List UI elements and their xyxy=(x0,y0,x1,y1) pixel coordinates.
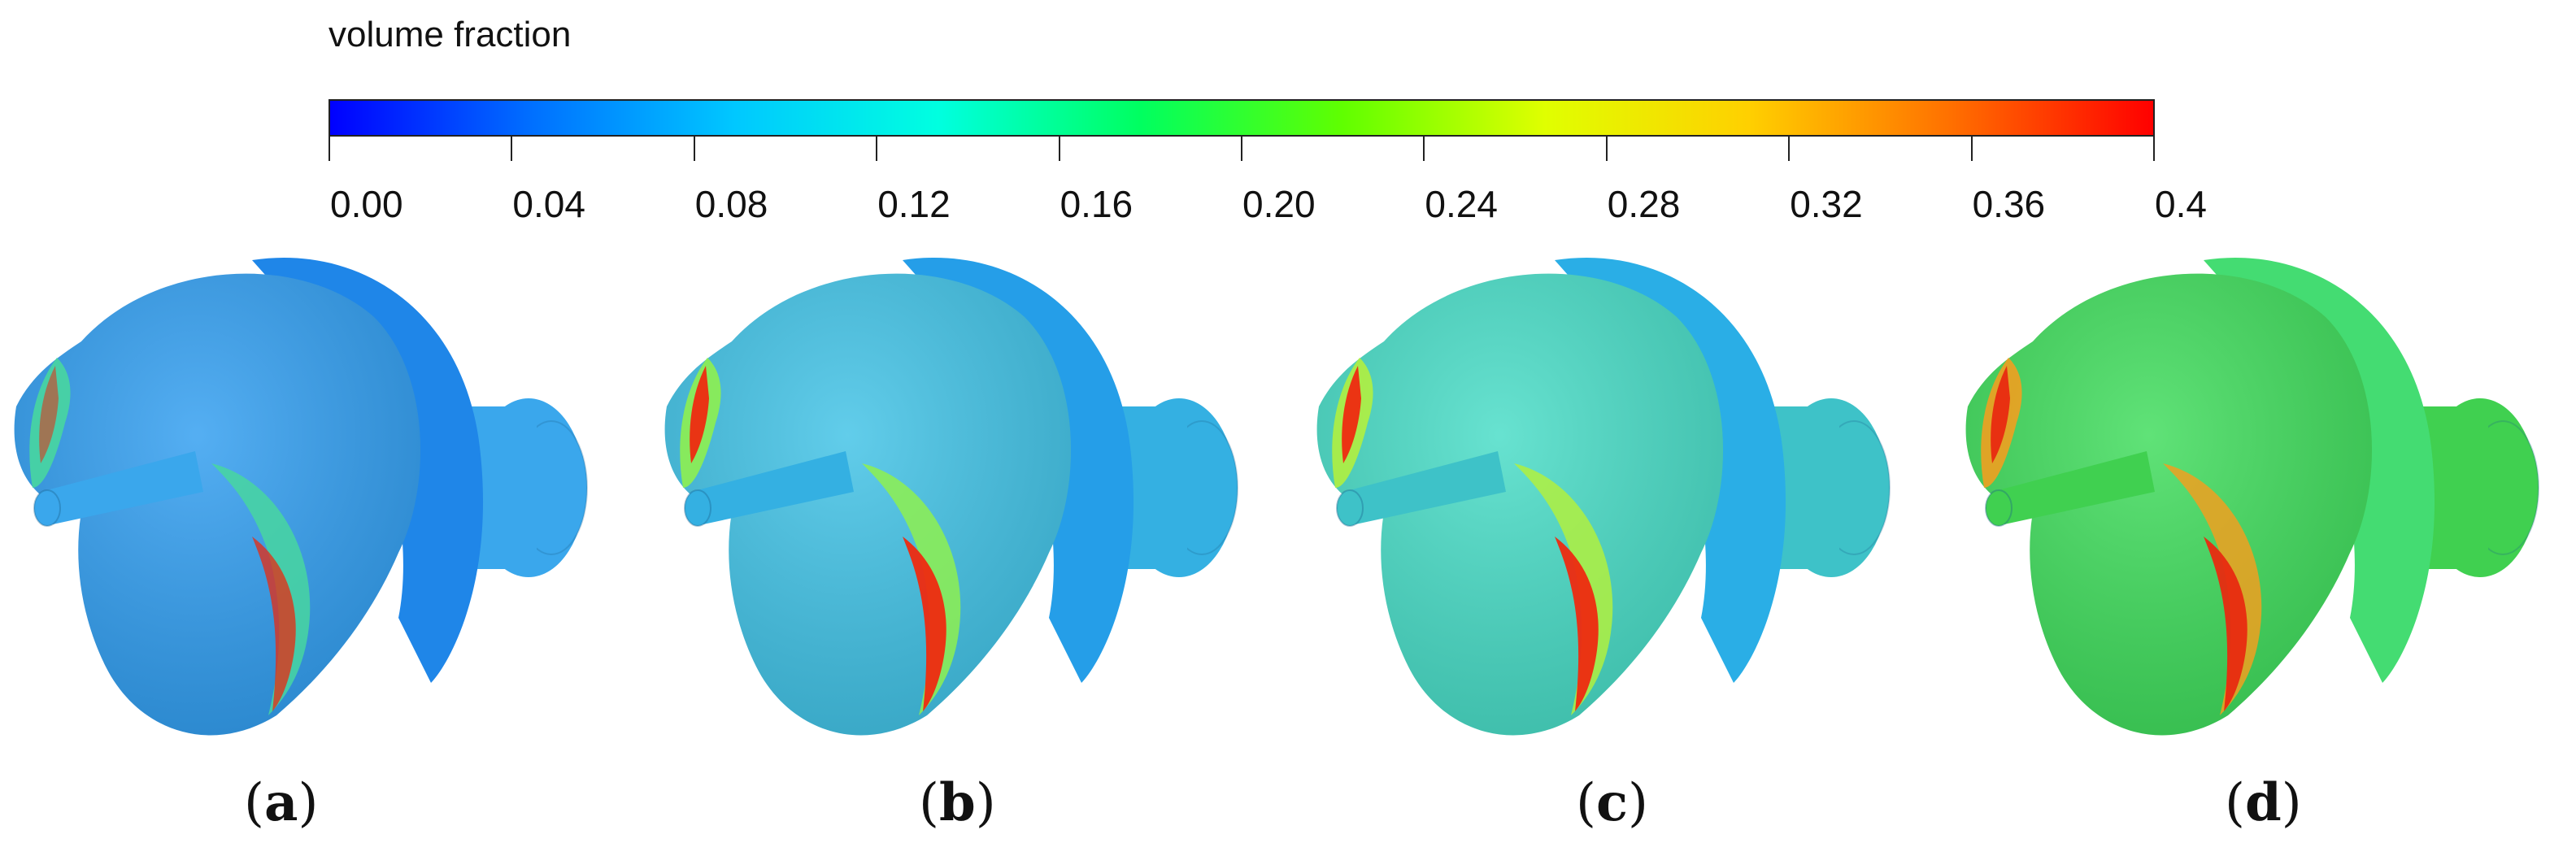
inducer-drawing xyxy=(1316,257,1891,736)
colorbar-tick-label: 0.20 xyxy=(1242,183,1316,225)
inducer-drawing xyxy=(664,257,1238,736)
shaft xyxy=(691,451,854,524)
colorbar-tick xyxy=(1058,137,1060,161)
colorbar-tick xyxy=(2153,137,2155,161)
rear-blade xyxy=(2204,257,2435,683)
colorbar-tick xyxy=(693,137,695,161)
shaft-tip xyxy=(33,489,61,527)
colorbar-tick-label: 0.12 xyxy=(877,183,951,225)
leading-edge-cavity xyxy=(39,366,59,463)
colorbar-tick-label: 0.28 xyxy=(1607,183,1681,225)
colorbar-tick xyxy=(1605,137,1608,161)
leading-edge-cavity xyxy=(1991,366,2010,463)
shaft xyxy=(1992,451,2155,524)
cavity-core xyxy=(903,537,946,711)
rear-blade xyxy=(252,257,484,683)
colorbar-tick-label: 0.00 xyxy=(330,183,403,225)
inducer-panel-d xyxy=(1960,244,2576,780)
shaft-tip xyxy=(1985,489,2012,527)
blade-shading xyxy=(1316,273,1724,736)
colorbar-tick-label: 0.4 xyxy=(2155,183,2207,225)
blade-shading xyxy=(664,273,1072,736)
rear-blade xyxy=(903,257,1134,683)
panel-label-d: (d) xyxy=(2225,772,2302,833)
panel-label-a: (a) xyxy=(244,772,319,833)
cavity-core xyxy=(2204,537,2247,711)
colorbar-tick xyxy=(511,137,513,161)
cavity-core xyxy=(252,537,296,711)
colorbar xyxy=(329,99,2155,137)
leading-edge-cavity xyxy=(1342,366,1361,463)
inducer-panel-a xyxy=(8,244,652,780)
panel-label-b: (b) xyxy=(919,772,996,833)
rear-blade xyxy=(1555,257,1786,683)
colorbar-tick-label: 0.24 xyxy=(1425,183,1498,225)
cavity-core xyxy=(1555,537,1599,711)
colorbar-tick xyxy=(1788,137,1791,161)
blade-shading xyxy=(14,273,421,736)
shaft-tip xyxy=(684,489,711,527)
inducer-panel-b xyxy=(659,244,1303,780)
colorbar-tick-label: 0.16 xyxy=(1060,183,1134,225)
inducer-drawing xyxy=(1965,257,2539,736)
colorbar-tick-label: 0.36 xyxy=(1972,183,2046,225)
colorbar-tick xyxy=(1970,137,1973,161)
shaft xyxy=(41,451,203,524)
shaft-tip xyxy=(1336,489,1364,527)
leading-edge-cavity xyxy=(690,366,709,463)
inducer-panel-c xyxy=(1311,244,1955,780)
colorbar-title: volume fraction xyxy=(329,15,572,54)
colorbar-tick xyxy=(1241,137,1242,161)
colorbar-tick-label: 0.04 xyxy=(512,183,585,225)
panel-label-c: (c) xyxy=(1576,772,1648,833)
colorbar-tick-label: 0.32 xyxy=(1790,183,1863,225)
blade-shading xyxy=(1965,273,2373,736)
colorbar-tick xyxy=(1423,137,1425,161)
shaft xyxy=(1343,451,1506,524)
colorbar-tick xyxy=(876,137,878,161)
colorbar-tick-label: 0.08 xyxy=(694,183,768,225)
colorbar-tick xyxy=(329,137,330,161)
inducer-drawing xyxy=(14,257,588,736)
